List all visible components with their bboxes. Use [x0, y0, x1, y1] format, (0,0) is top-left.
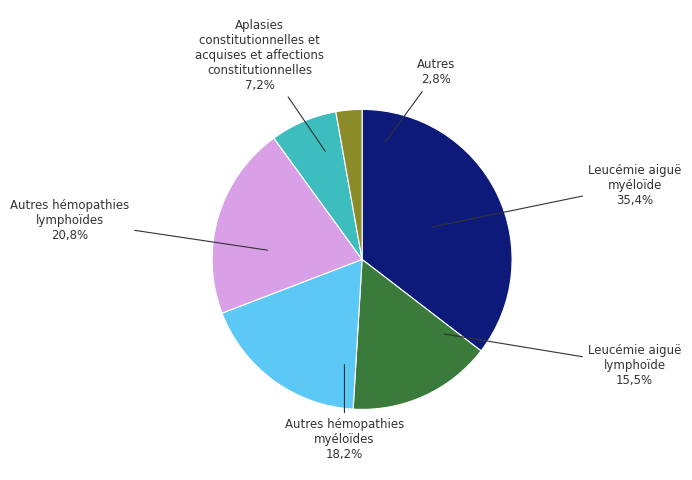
- Text: Leucémie aiguë
myéloïde
35,4%: Leucémie aiguë myéloïde 35,4%: [432, 164, 682, 227]
- Text: Autres
2,8%: Autres 2,8%: [385, 59, 455, 143]
- Text: Autres hémopathies
myéloïdes
18,2%: Autres hémopathies myéloïdes 18,2%: [285, 364, 404, 461]
- Wedge shape: [353, 259, 481, 409]
- Wedge shape: [336, 109, 362, 259]
- Wedge shape: [274, 112, 362, 259]
- Wedge shape: [362, 109, 512, 351]
- Text: Autres hémopathies
lymphoïdes
20,8%: Autres hémopathies lymphoïdes 20,8%: [10, 199, 268, 250]
- Text: Aplasies
constitutionnelles et
acquises et affections
constitutionnelles
7,2%: Aplasies constitutionnelles et acquises …: [195, 19, 325, 151]
- Text: Leucémie aiguë
lymphoïde
15,5%: Leucémie aiguë lymphoïde 15,5%: [444, 334, 682, 387]
- Wedge shape: [222, 259, 362, 409]
- Wedge shape: [212, 138, 362, 313]
